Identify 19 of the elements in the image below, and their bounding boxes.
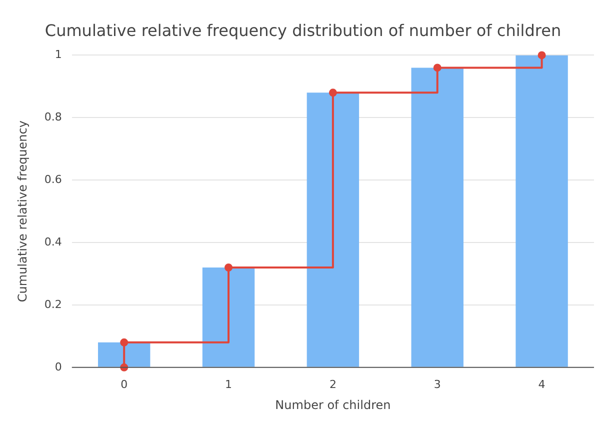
y-tick-label: 0 xyxy=(54,360,62,374)
x-tick-label: 4 xyxy=(538,378,546,391)
bar xyxy=(98,342,150,367)
bar xyxy=(411,68,464,367)
y-tick-label: 1 xyxy=(54,48,62,62)
bar xyxy=(306,92,360,367)
x-tick-label: 3 xyxy=(434,378,441,391)
y-axis-title: Cumulative relative frequency xyxy=(15,120,30,302)
y-tick-label: 0.4 xyxy=(44,235,62,248)
y-tick-label: 0.8 xyxy=(44,110,62,124)
x-tick-label: 2 xyxy=(329,378,336,391)
bar xyxy=(202,267,255,367)
y-tick-label: 0.2 xyxy=(44,298,62,311)
y-tick-label: 0.6 xyxy=(44,172,62,186)
x-tick-label: 1 xyxy=(225,378,232,391)
x-axis-title: Number of children xyxy=(275,398,391,412)
bar xyxy=(516,55,568,367)
x-tick-label: 0 xyxy=(120,378,128,391)
chart-title: Cumulative relative frequency distribution of number of children xyxy=(44,20,562,40)
